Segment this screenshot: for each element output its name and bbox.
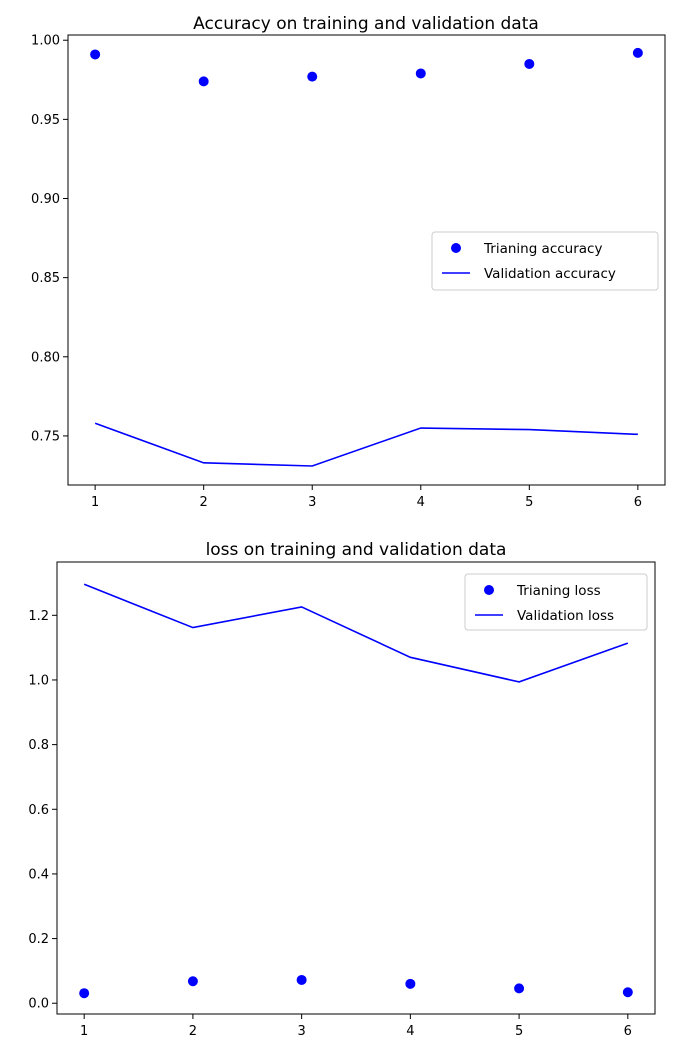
legend-box bbox=[431, 231, 659, 291]
training-point bbox=[296, 974, 307, 985]
legend-label: Trianing accuracy bbox=[483, 241, 602, 257]
x-tick-label: 2 bbox=[189, 1024, 197, 1039]
loss-chart-plot: 1 2 3 4 5 6 0.0 0.2 0.4 0.6 0.8 1.0 1.2 Trianing loss… bbox=[28, 561, 656, 1039]
accuracy-chart: Accuracy on training and validation data… bbox=[31, 14, 666, 510]
x-tick-label: 6 bbox=[624, 1024, 632, 1039]
legend-label: Trianing loss bbox=[516, 583, 601, 599]
loss-chart: loss on training and validation data 1 2 3… bbox=[28, 540, 656, 1039]
y-tick-label: 0.90 bbox=[31, 192, 60, 207]
y-tick-label: 0.2 bbox=[28, 932, 49, 947]
training-point bbox=[198, 76, 209, 87]
training-point bbox=[632, 47, 643, 58]
y-tick-label: 0.8 bbox=[28, 738, 49, 753]
x-tick-label: 4 bbox=[417, 495, 425, 510]
x-tick-label: 5 bbox=[525, 495, 533, 510]
x-tick-label: 2 bbox=[200, 495, 208, 510]
x-tick-label: 1 bbox=[80, 1024, 88, 1039]
training-point bbox=[307, 71, 318, 82]
x-tick-label: 4 bbox=[406, 1024, 414, 1039]
loss-chart-title: loss on training and validation data bbox=[206, 540, 507, 560]
accuracy-chart-title: Accuracy on training and validation data bbox=[193, 14, 539, 34]
training-point bbox=[514, 983, 525, 994]
training-point bbox=[415, 68, 426, 79]
x-tick-label: 5 bbox=[515, 1024, 523, 1039]
axes-frame bbox=[67, 34, 666, 486]
training-point bbox=[90, 49, 101, 60]
legend: Trianing accuracy Validation accuracy bbox=[431, 231, 659, 291]
training-point bbox=[187, 976, 198, 987]
y-tick-label: 0.4 bbox=[28, 867, 49, 882]
validation-line bbox=[94, 422, 638, 467]
x-tick-label: 1 bbox=[91, 495, 99, 510]
legend-label: Validation accuracy bbox=[484, 266, 616, 282]
legend: Trianing loss Validation loss bbox=[464, 573, 648, 631]
legend-label: Validation loss bbox=[517, 608, 614, 624]
y-tick-label: 1.2 bbox=[28, 609, 49, 624]
validation-line bbox=[83, 583, 629, 683]
legend-point-marker bbox=[451, 243, 461, 253]
x-tick-label: 3 bbox=[308, 495, 316, 510]
y-tick-label: 0.85 bbox=[31, 271, 60, 286]
y-tick-label: 0.6 bbox=[28, 803, 49, 818]
x-tick-label: 6 bbox=[634, 495, 642, 510]
y-tick-label: 1.0 bbox=[28, 673, 49, 688]
legend-box bbox=[464, 573, 648, 631]
axes-frame bbox=[56, 561, 656, 1015]
training-point bbox=[79, 988, 90, 999]
training-point bbox=[622, 987, 633, 998]
legend-point-marker bbox=[484, 585, 494, 595]
training-point bbox=[405, 978, 416, 989]
y-tick-label: 1.00 bbox=[31, 34, 60, 49]
x-tick-label: 3 bbox=[297, 1024, 305, 1039]
y-tick-label: 0.0 bbox=[28, 997, 49, 1012]
y-tick-label: 0.80 bbox=[31, 350, 60, 365]
y-tick-label: 0.95 bbox=[31, 113, 60, 128]
y-tick-label: 0.75 bbox=[31, 429, 60, 444]
training-point bbox=[524, 58, 535, 69]
accuracy-chart-plot: 1 2 3 4 5 6 0.75 0.80 0.85 0.90 0.95 1.00 Trianing a… bbox=[31, 34, 666, 510]
